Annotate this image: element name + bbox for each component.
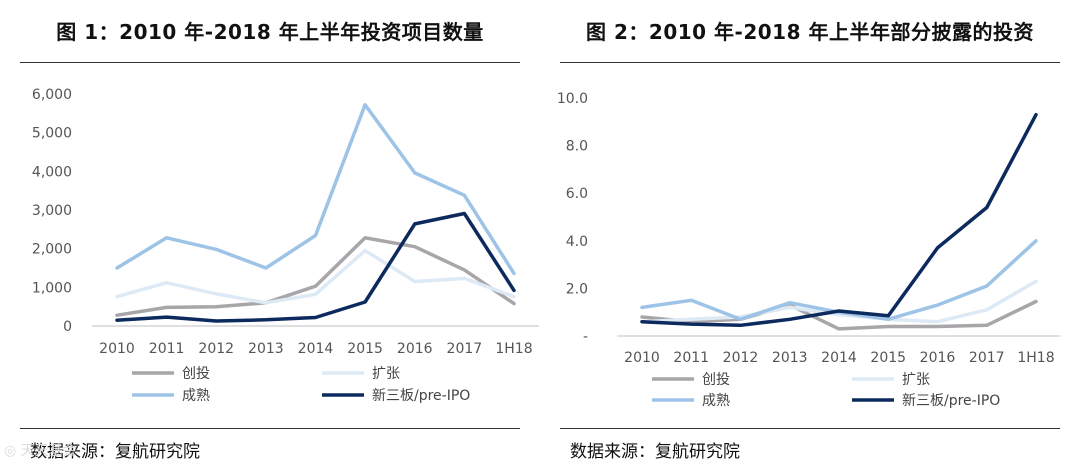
chart-2-legend-label-2: 扩张 bbox=[902, 372, 930, 388]
chart-2-svg: - 2.0 4.0 6.0 8.0 10.0 2010 2011 2012 2013 2014 201… bbox=[557, 91, 1061, 409]
chart-1-xtick-label: 2011 bbox=[149, 341, 185, 357]
chart-2-xtick-label: 2014 bbox=[821, 350, 857, 366]
chart-1-xtick-label: 2014 bbox=[298, 341, 334, 357]
chart-1-legend-label-3: 成熟 bbox=[182, 388, 210, 404]
chart-2-ytick-label: 4.0 bbox=[566, 234, 588, 250]
chart-1-xtick-label: 2012 bbox=[198, 341, 234, 357]
chart-2-xtick-label: 2012 bbox=[723, 350, 759, 366]
chart-1-ytick-label: 3,000 bbox=[32, 203, 72, 219]
chart-1-xtick-label: 2013 bbox=[248, 341, 284, 357]
chart-2-xtick-label: 2013 bbox=[772, 350, 808, 366]
chart-1-title: 图 1：2010 年-2018 年上半年投资项目数量 bbox=[56, 20, 484, 44]
chart-2-xtick-label: 2010 bbox=[624, 350, 660, 366]
chart-1-ytick-label: 1,000 bbox=[32, 280, 72, 296]
chart-1-bottom-rule bbox=[20, 428, 520, 429]
chart-2-top-rule bbox=[560, 62, 1060, 63]
chart-1-ytick-label: 4,000 bbox=[32, 164, 72, 180]
chart-panel-1: 图 1：2010 年-2018 年上半年投资项目数量 0 1,000 2,000 3,… bbox=[20, 20, 539, 462]
chart-1-series-line-4 bbox=[115, 211, 516, 323]
chart-2-xtick-label: 2017 bbox=[969, 350, 1005, 366]
chart-2-xtick-label: 2015 bbox=[870, 350, 906, 366]
chart-2-legend-label-3: 成熟 bbox=[702, 393, 730, 409]
chart-1-legend-label-4: 新三板/pre-IPO bbox=[372, 388, 470, 404]
chart-1-series-line-1 bbox=[115, 236, 516, 317]
chart-2-xtick-label: 2011 bbox=[673, 350, 709, 366]
chart-2-series-line-4 bbox=[640, 112, 1038, 328]
chart-2-ytick-label: 8.0 bbox=[566, 139, 588, 155]
watermark-logo: ◎ 天天基金 bbox=[4, 443, 77, 459]
chart-2-source: 数据来源：复航研究院 bbox=[570, 442, 740, 462]
chart-1-series-line-3 bbox=[115, 103, 516, 276]
chart-2-ytick-label: 2.0 bbox=[566, 281, 588, 297]
chart-1-legend-label-2: 扩张 bbox=[372, 366, 400, 382]
chart-2-series-line-3 bbox=[640, 239, 1038, 322]
chart-2-legend-label-1: 创投 bbox=[702, 372, 730, 388]
chart-1-ytick-label: 0 bbox=[63, 319, 72, 335]
chart-panel-2: 图 2：2010 年-2018 年上半年部分披露的投资 - 2.0 4.0 6.0 8.… bbox=[540, 0, 1080, 470]
chart-2-ytick-label: 6.0 bbox=[566, 186, 588, 202]
chart-1-top-rule bbox=[20, 62, 520, 63]
chart-2-xtick-label: 2016 bbox=[920, 350, 956, 366]
chart-1-series-line-2 bbox=[115, 248, 516, 305]
chart-2-ytick-label: 10.0 bbox=[557, 91, 588, 107]
chart-1-xtick-label: 2010 bbox=[99, 341, 135, 357]
chart-1-xtick-label: 2016 bbox=[397, 341, 433, 357]
chart-1-xtick-label: 2015 bbox=[347, 341, 383, 357]
chart-2-bottom-rule bbox=[560, 428, 1060, 429]
chart-1-ytick-label: 2,000 bbox=[32, 242, 72, 258]
chart-1-xtick-label: 1H18 bbox=[495, 341, 532, 357]
chart-1-ytick-label: 5,000 bbox=[32, 126, 72, 142]
chart-2-series-line-2 bbox=[640, 279, 1038, 324]
chart-2-ytick-label: - bbox=[583, 329, 588, 345]
chart-2-legend-label-4: 新三板/pre-IPO bbox=[902, 393, 1000, 409]
chart-2-xtick-label: 1H18 bbox=[1017, 350, 1054, 366]
chart-1-svg: 0 1,000 2,000 3,000 4,000 5,000 6,000 2010 2011 2… bbox=[32, 87, 539, 404]
chart-2-series-line-1 bbox=[640, 299, 1038, 331]
chart-2-title: 图 2：2010 年-2018 年上半年部分披露的投资 bbox=[586, 20, 1034, 44]
chart-1-source: 数据来源：复航研究院 bbox=[30, 442, 200, 462]
chart-1-xtick-label: 2017 bbox=[447, 341, 483, 357]
chart-1-ytick-label: 6,000 bbox=[32, 87, 72, 103]
chart-1-legend-label-1: 创投 bbox=[182, 366, 210, 382]
